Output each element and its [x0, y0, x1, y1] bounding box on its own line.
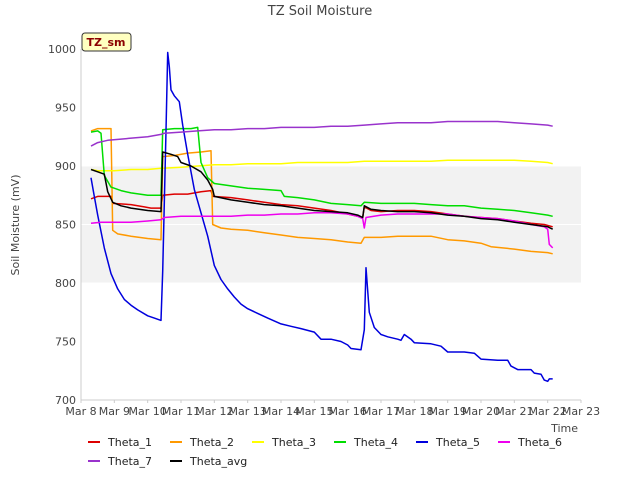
legend-item-theta-4: Theta_4: [334, 436, 398, 449]
x-tick-label: Mar 20: [462, 405, 500, 418]
site-tag: TZ_sm: [81, 32, 132, 52]
legend-item-theta-3: Theta_3: [252, 436, 316, 449]
x-tick-label: Mar 19: [429, 405, 467, 418]
series-line-theta-6: [90, 212, 554, 249]
chart-title: TZ Soil Moisture: [267, 4, 373, 19]
legend-label: Theta_6: [517, 436, 562, 449]
x-tick-label: Mar 16: [329, 405, 367, 418]
site-tag-label: TZ_sm: [87, 36, 126, 49]
x-tick-label: Mar 10: [129, 405, 167, 418]
series-line-theta-5: [90, 51, 553, 383]
y-tick-label: 800: [55, 277, 76, 290]
x-tick-label: Mar 22: [529, 405, 567, 418]
x-tick-label: Mar 23: [562, 405, 600, 418]
legend-item-theta-6: Theta_6: [498, 436, 562, 449]
series-lines: [90, 51, 554, 383]
y-tick-label: 900: [55, 160, 76, 173]
y-tick-label: 950: [55, 102, 76, 115]
legend-item-theta-2: Theta_2: [170, 436, 234, 449]
x-tick-label: Mar 21: [495, 405, 533, 418]
axes: [80, 49, 581, 401]
series-line-theta-4: [90, 126, 553, 218]
y-tick-label: 750: [55, 336, 76, 349]
x-tick-label: Mar 11: [162, 405, 200, 418]
x-tick-label: Mar 14: [262, 405, 300, 418]
legend-item-theta-1: Theta_1: [88, 436, 152, 449]
series-line-theta-avg: [90, 151, 554, 230]
x-tick-label: Mar 9: [99, 405, 130, 418]
site-tag-box: [81, 32, 132, 52]
x-tick-label: Mar 13: [229, 405, 267, 418]
x-tick-label: Mar 17: [362, 405, 400, 418]
y-tick-label: 700: [55, 394, 76, 407]
x-tick-label: Mar 12: [195, 405, 233, 418]
y-tick-label: 1000: [48, 43, 76, 56]
legend-label: Theta_7: [107, 455, 152, 468]
legend-label: Theta_2: [189, 436, 234, 449]
x-tick-label: Mar 15: [295, 405, 333, 418]
legend-label: Theta_5: [435, 436, 480, 449]
legend: Theta_1 Theta_2 Theta_3 Theta_4 Theta_5 Theta…: [88, 436, 562, 468]
legend-label: Theta_4: [353, 436, 398, 449]
series-line-theta-7: [90, 120, 553, 147]
legend-item-theta-avg: Theta_avg: [170, 455, 247, 468]
x-axis-label: Time: [550, 422, 578, 435]
series-line-theta-2: [90, 127, 553, 255]
y-tick-label: 850: [55, 219, 76, 232]
x-tick-label: Mar 18: [395, 405, 433, 418]
legend-label: Theta_3: [271, 436, 316, 449]
legend-item-theta-7: Theta_7: [88, 455, 152, 468]
x-tick-label: Mar 8: [65, 405, 96, 418]
legend-label: Theta_1: [107, 436, 152, 449]
y-tick-labels: 700 750 800 850 900 950 1000: [48, 43, 76, 407]
legend-item-theta-5: Theta_5: [416, 436, 480, 449]
legend-label: Theta_avg: [189, 455, 247, 468]
y-axis-label: Soil Moisture (mV): [9, 175, 22, 276]
